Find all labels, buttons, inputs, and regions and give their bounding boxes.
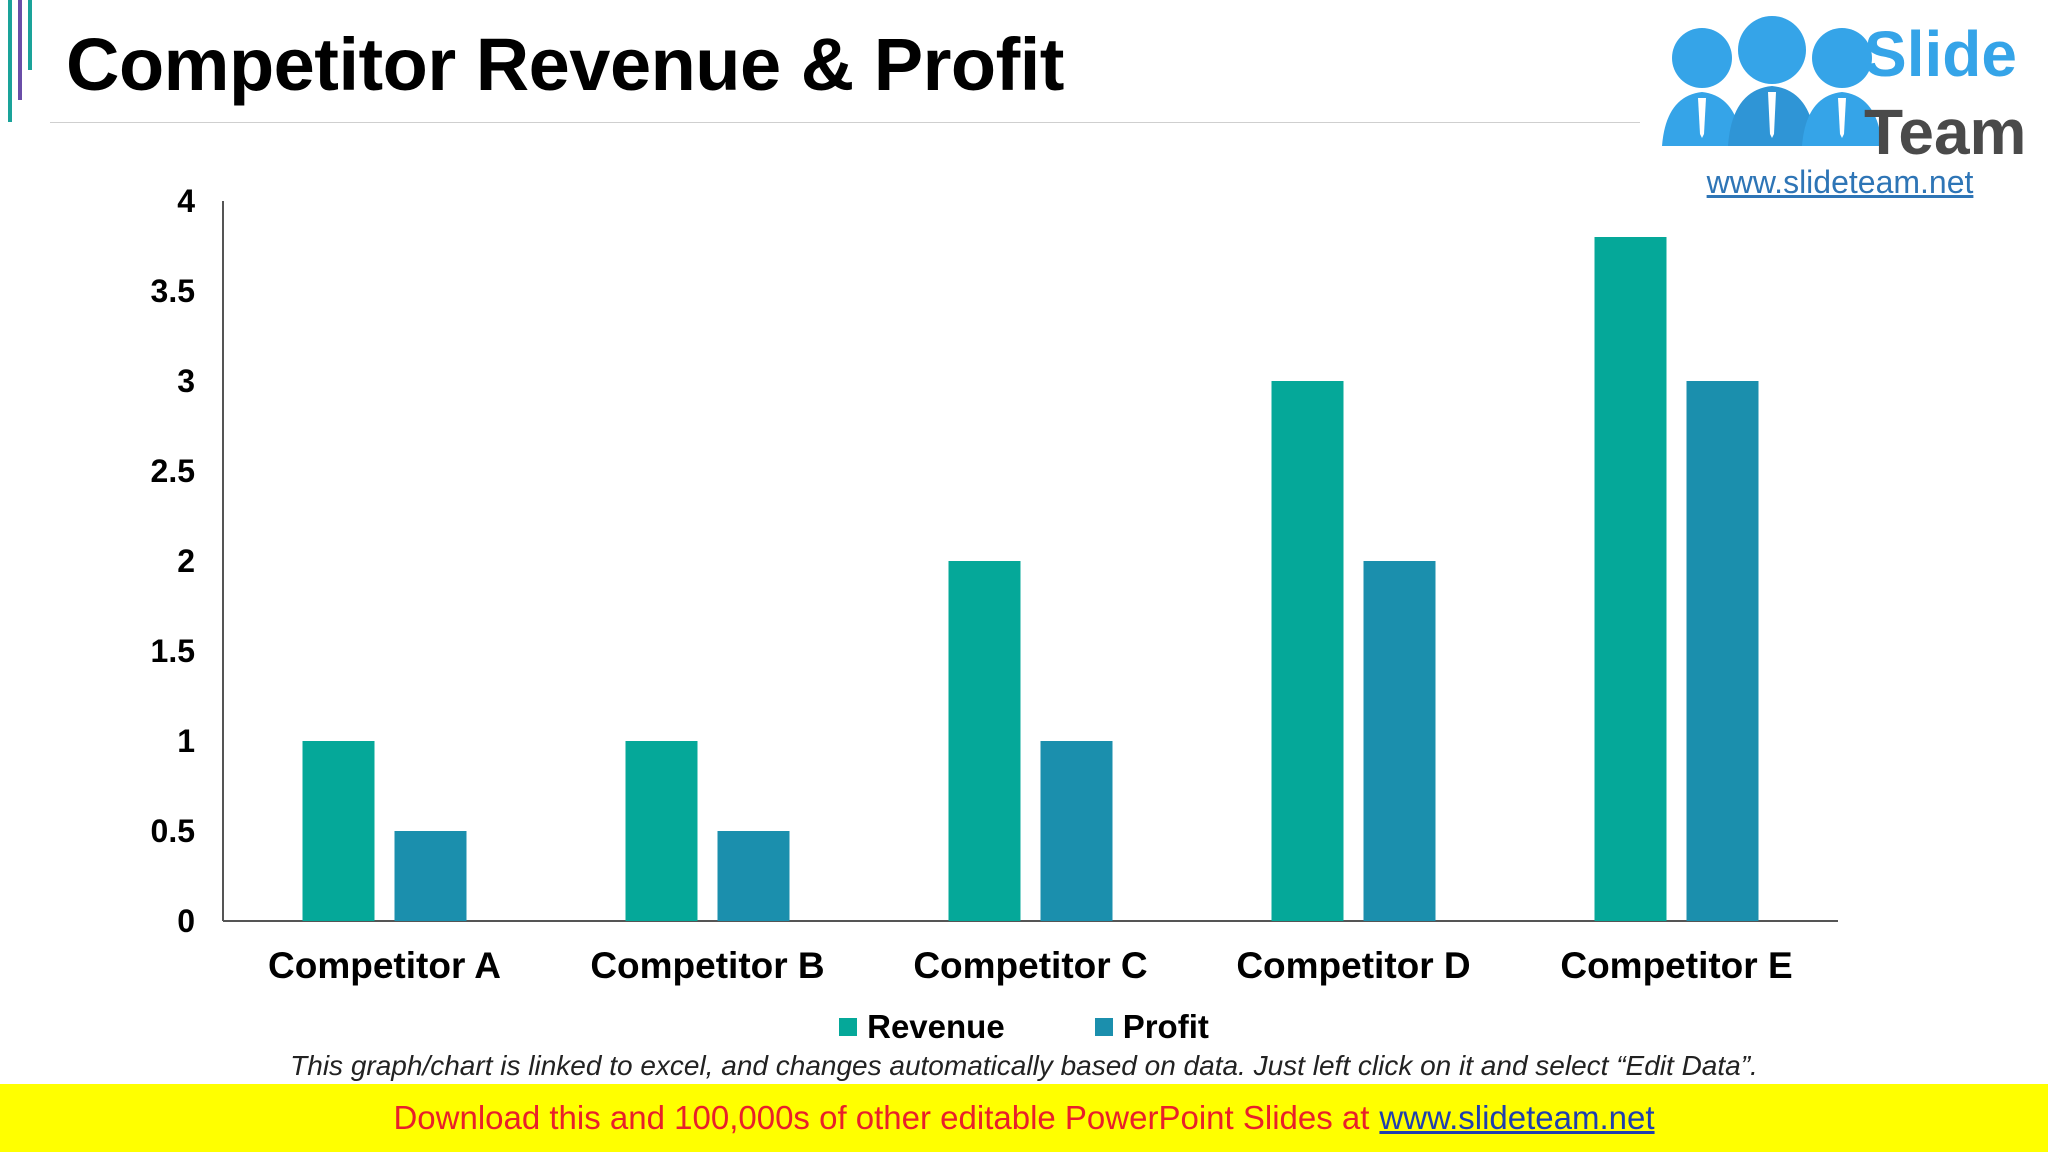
bar-revenue-4	[1271, 381, 1344, 921]
x-category-label: Competitor D	[1236, 945, 1470, 986]
y-tick-label: 2	[177, 543, 195, 579]
y-tick-label: 0	[177, 903, 195, 939]
accent-bar	[18, 0, 22, 100]
accent-bar	[8, 0, 12, 122]
legend-label-revenue: Revenue	[867, 1008, 1005, 1045]
logo-url-link[interactable]: www.slideteam.net	[1706, 164, 1974, 200]
bar-profit-2	[717, 831, 790, 921]
y-tick-label: 3	[177, 363, 195, 399]
bar-revenue-2	[625, 741, 698, 921]
bar-profit-1	[394, 831, 467, 921]
footer-text: Download this and 100,000s of other edit…	[393, 1099, 1370, 1136]
bar-revenue-3	[948, 561, 1021, 921]
x-category-label: Competitor E	[1560, 945, 1792, 986]
bar-chart: 0 0.5 1 1.5 2 2.5 3 3.5 4 Competitor A Competitor …	[151, 183, 1838, 986]
y-tick-label: 0.5	[151, 813, 195, 849]
footer-link[interactable]: www.slideteam.net	[1379, 1099, 1655, 1136]
x-category-label: Competitor B	[590, 945, 824, 986]
slideteam-logo: Slide Team www.slideteam.net	[1640, 0, 2038, 200]
legend-label-profit: Profit	[1122, 1008, 1209, 1045]
bar-profit-4	[1363, 561, 1436, 921]
legend-item-revenue: Revenue	[839, 1008, 1005, 1046]
x-category-label: Competitor A	[268, 945, 501, 986]
people-icon	[1662, 16, 1882, 146]
y-tick-label: 1	[177, 723, 195, 759]
y-tick-label: 3.5	[151, 273, 195, 309]
accent-bar	[28, 0, 32, 70]
title-divider	[50, 122, 1640, 123]
logo-text: Team	[1864, 96, 2027, 168]
bar-revenue-1	[302, 741, 375, 921]
bar-profit-5	[1686, 381, 1759, 921]
y-tick-label: 4	[177, 183, 195, 219]
legend-swatch-revenue	[839, 1018, 858, 1036]
chart-legend: Revenue Profit	[0, 1008, 2048, 1046]
bar-revenue-5	[1594, 237, 1667, 921]
page-title: Competitor Revenue & Profit	[66, 23, 1064, 106]
y-tick-label: 1.5	[151, 633, 195, 669]
y-tick-label: 2.5	[151, 453, 195, 489]
chart-note: This graph/chart is linked to excel, and…	[290, 1050, 1758, 1081]
footer-banner: Download this and 100,000s of other edit…	[0, 1084, 2048, 1152]
bar-profit-3	[1040, 741, 1113, 921]
legend-item-profit: Profit	[1094, 1008, 1209, 1046]
legend-swatch-profit	[1094, 1018, 1113, 1036]
x-category-label: Competitor C	[913, 945, 1147, 986]
logo-text: Slide	[1864, 18, 2017, 90]
